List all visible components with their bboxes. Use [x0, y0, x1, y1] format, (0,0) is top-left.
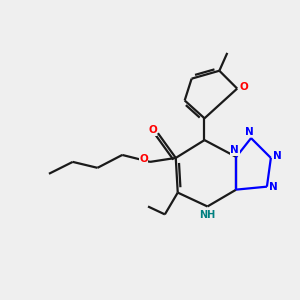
Text: NH: NH: [199, 210, 216, 220]
Text: O: O: [148, 125, 157, 135]
Text: N: N: [269, 182, 278, 192]
Text: N: N: [273, 152, 282, 161]
Text: N: N: [245, 127, 254, 136]
Text: O: O: [139, 154, 148, 164]
Text: N: N: [230, 146, 239, 155]
Text: O: O: [239, 82, 248, 92]
